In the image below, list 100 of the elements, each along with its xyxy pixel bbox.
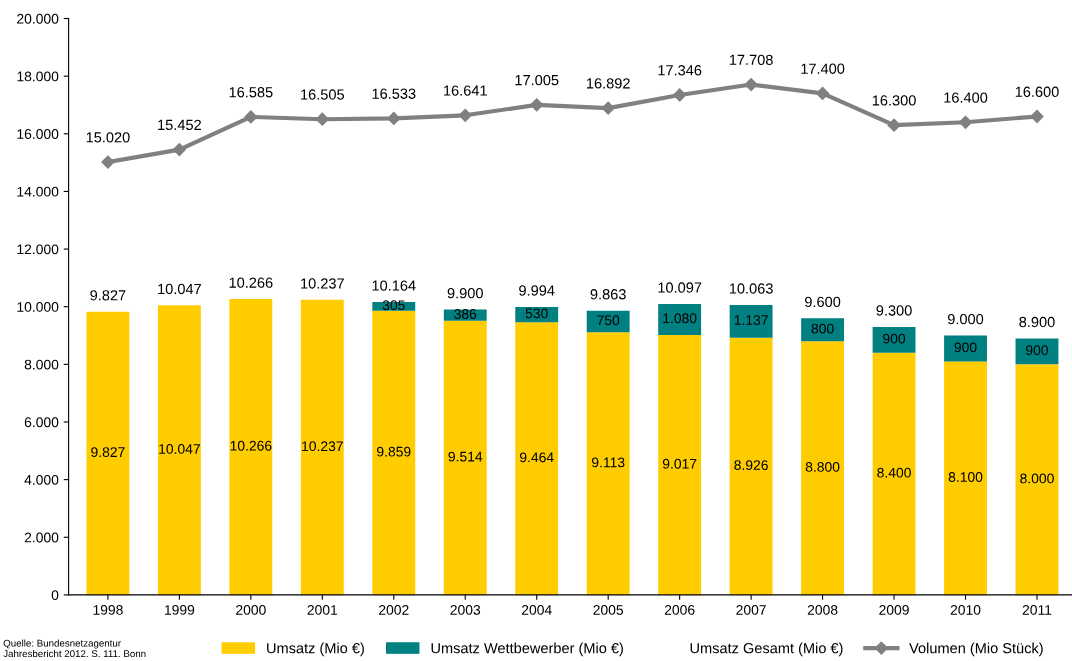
point — [1030, 109, 1044, 124]
text: Umsatz Gesamt (Mio €) — [690, 642, 843, 657]
data-label: 900 — [954, 342, 977, 353]
data-label: 16.641 — [444, 85, 487, 96]
bar — [944, 335, 987, 362]
y-tick-label: 12.000 — [17, 244, 59, 255]
data-label: 9.859 — [377, 446, 411, 457]
bar — [658, 303, 702, 336]
total-label: 9.863 — [590, 289, 626, 300]
y-tick-label: 4.000 — [24, 474, 59, 485]
point — [172, 142, 186, 157]
data-label: 16.400 — [944, 92, 988, 103]
data-label: 17.005 — [515, 74, 559, 86]
point — [673, 88, 687, 102]
data-label: 8.000 — [1020, 473, 1054, 484]
bar — [157, 305, 201, 595]
total-label: 9.000 — [947, 313, 984, 325]
bar — [729, 304, 773, 338]
bar — [658, 335, 702, 595]
bar — [229, 299, 273, 595]
source-note: Quelle: Bundesnetzagentur Jahresbericht 2012. S. 111. Bonn — [3, 639, 146, 658]
data-label: 16.505 — [301, 89, 345, 100]
x-tick-label: 2008 — [807, 604, 838, 615]
total-label: 10.047 — [158, 283, 201, 295]
point — [101, 155, 115, 169]
data-label: 9.827 — [91, 447, 125, 458]
data-label: 15.020 — [86, 132, 130, 143]
data-label: 900 — [883, 333, 906, 344]
point — [458, 108, 472, 122]
data-label: 9.514 — [448, 451, 483, 462]
data-label: 800 — [811, 323, 834, 334]
x-tick-label: 2002 — [379, 604, 409, 615]
data-label: 16.600 — [1015, 86, 1059, 97]
point — [887, 118, 901, 132]
bar — [443, 320, 487, 595]
data-label: 900 — [1026, 345, 1049, 356]
data-label: 386 — [454, 309, 477, 319]
x-tick-label: 2007 — [736, 604, 766, 615]
x-tick-label: 2005 — [593, 604, 624, 615]
bar — [300, 299, 344, 595]
point — [387, 111, 401, 126]
y-tick-label: 0 — [51, 590, 59, 601]
point — [815, 86, 830, 101]
data-label: 8.926 — [734, 460, 768, 471]
bar — [801, 341, 845, 595]
x-tick-label: 2010 — [950, 604, 981, 615]
data-label: 16.533 — [372, 88, 416, 99]
x-tick-label: 1999 — [164, 604, 195, 615]
bar — [86, 311, 130, 595]
x-tick-label: 2006 — [664, 604, 695, 615]
data-label: 17.346 — [658, 65, 702, 76]
total-label: 9.600 — [805, 296, 841, 308]
bar — [801, 318, 845, 342]
y-tick-label: 18.000 — [17, 71, 59, 82]
bar — [1015, 338, 1059, 365]
data-label: 10.237 — [302, 441, 343, 452]
point — [315, 112, 329, 126]
x-tick-label: 1998 — [93, 604, 123, 615]
bar — [944, 361, 987, 595]
data-label: 9.464 — [519, 452, 554, 463]
point — [744, 77, 758, 92]
data-label: 15.452 — [158, 119, 201, 131]
data-label: 10.047 — [159, 444, 200, 454]
data-label: 8.100 — [948, 472, 983, 482]
bar — [872, 352, 916, 595]
data-label: 8.800 — [805, 461, 840, 472]
legend-label: Volumen (Mio Stück) — [909, 642, 1043, 657]
total-label: 8.900 — [1019, 316, 1055, 328]
total-label: 9.994 — [519, 285, 555, 296]
bar — [372, 310, 416, 595]
data-label: 17.400 — [801, 63, 845, 74]
total-label: 10.063 — [729, 283, 773, 294]
data-label: 10.266 — [230, 440, 272, 451]
data-label: 17.708 — [729, 54, 773, 66]
legend-label: Umsatz (Mio €) — [267, 642, 364, 657]
data-label: 16.892 — [586, 78, 630, 89]
y-tick-label: 10.000 — [17, 302, 59, 312]
data-label: 16.300 — [872, 95, 916, 106]
total-label: 9.900 — [447, 288, 483, 299]
y-tick-label: 6.000 — [24, 417, 59, 428]
data-label: 305 — [382, 300, 405, 311]
data-label: 8.400 — [877, 467, 911, 478]
y-tick-label: 20.000 — [17, 13, 59, 24]
point — [601, 101, 615, 115]
data-label: 1.137 — [734, 315, 768, 325]
x-tick-label: 2011 — [1022, 604, 1052, 615]
data-label: 750 — [597, 315, 620, 326]
data-label: 16.585 — [229, 87, 273, 98]
bar — [1015, 364, 1059, 595]
y-tick-label: 14.000 — [17, 186, 59, 197]
bar — [515, 322, 559, 595]
data-label: 1.080 — [663, 313, 697, 324]
total-label: 10.237 — [301, 278, 344, 289]
bar — [872, 326, 916, 353]
total-label: 10.097 — [658, 282, 702, 293]
data-label: 530 — [525, 308, 548, 319]
y-tick-label: 2.000 — [24, 532, 59, 543]
point — [958, 115, 973, 129]
x-tick-label: 2009 — [879, 604, 909, 615]
data-label: 9.113 — [591, 457, 625, 468]
